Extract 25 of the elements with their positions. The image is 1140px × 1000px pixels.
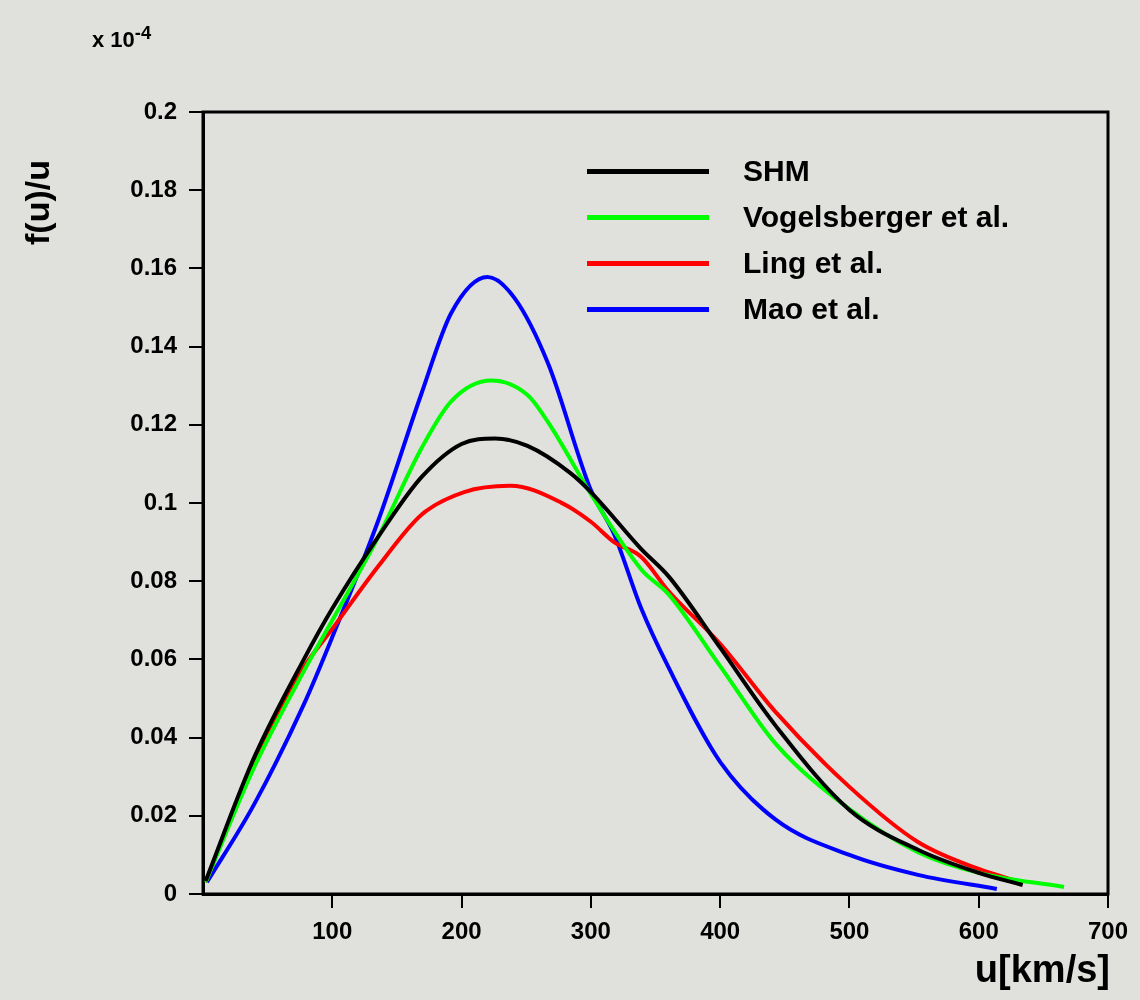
legend-label: Mao et al. [743,292,880,326]
text: x 10$^{-4}$ [92,22,152,54]
y-tick-label: 0.18 [130,174,177,202]
y-tick-label: 0.2 [143,96,177,124]
legend-label: Vogelsberger et al. [743,200,1010,234]
y-tick-label: 0.06 [130,644,177,672]
y-axis-title: f(u)/u [18,160,57,245]
y-tick-label: 0.08 [130,565,177,593]
x-tick-label: 400 [700,917,741,945]
x-axis-title: u[km/s] [974,948,1110,991]
x-tick-label: 300 [570,917,611,945]
x-tick-label: 100 [312,917,353,945]
y-tick-label: 0 [163,878,177,906]
legend-label: SHM [743,154,810,188]
y-tick-label: 0.14 [130,331,178,359]
y-tick-label: 0.12 [130,409,177,437]
x-tick-label: 700 [1087,917,1129,945]
y-tick-label: 0.04 [130,722,178,750]
x-tick-label: 200 [441,917,482,945]
y-tick-label: 0.16 [130,253,177,281]
x-tick-label: 500 [829,917,870,945]
legend-label: Ling et al. [743,246,884,280]
y-tick-label: 0.02 [130,800,177,828]
x-tick-label: 600 [958,917,999,945]
y-tick-label: 0.1 [143,487,177,515]
